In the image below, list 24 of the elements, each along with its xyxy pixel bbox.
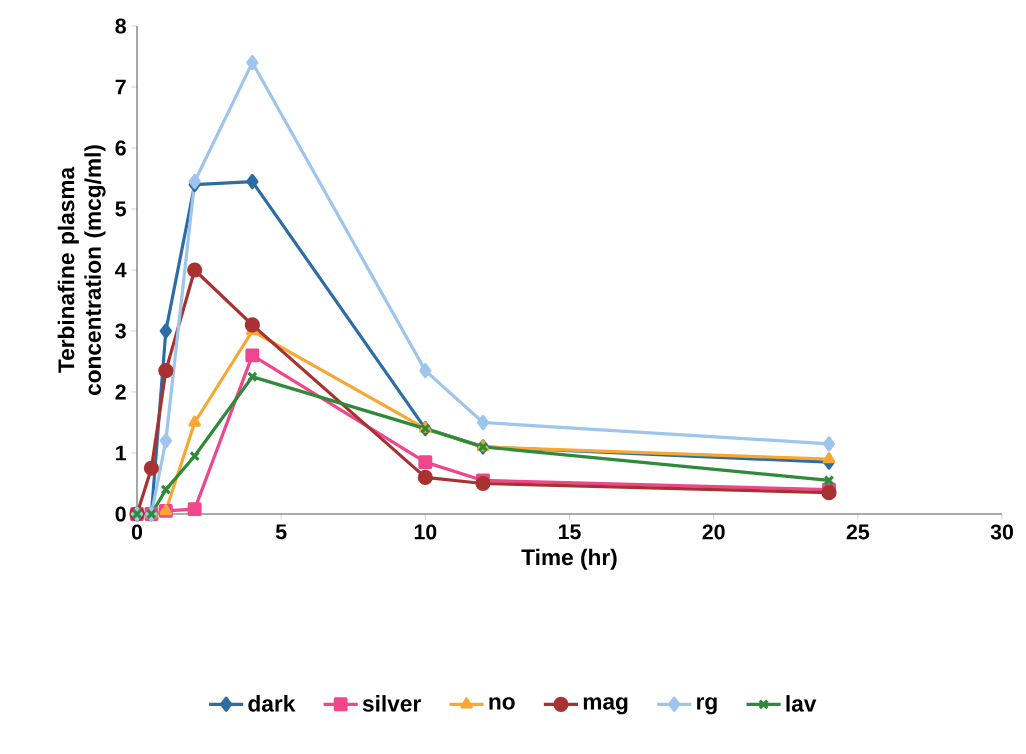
x-tick-label: 25 xyxy=(846,524,870,540)
legend-label: mag xyxy=(583,697,628,715)
y-tick-label: 4 xyxy=(115,262,127,278)
legend-label: rg xyxy=(697,697,717,715)
y-tick-label: 8 xyxy=(115,18,126,34)
x-axis-title: Time (hr) xyxy=(521,548,617,570)
y-tick-label: 7 xyxy=(115,79,126,95)
x-tick-label: 5 xyxy=(275,524,287,540)
x-tick-label: 0 xyxy=(131,524,143,540)
x-tick-label: 10 xyxy=(414,524,437,540)
legend-label: lav xyxy=(786,695,817,712)
y-tick-label: 6 xyxy=(115,140,126,156)
x-tick-label: 15 xyxy=(558,524,581,540)
y-tick-label: 3 xyxy=(115,323,126,339)
legend-label: dark xyxy=(248,695,296,712)
y-tick-label: 5 xyxy=(115,201,127,217)
legend-label: silver xyxy=(362,695,421,712)
y-tick-label: 0 xyxy=(115,506,126,522)
x-tick-label: 30 xyxy=(990,524,1013,540)
y-tick-label: 2 xyxy=(115,384,126,400)
y-axis-title: Terbinafine plasma concentration (mcg/ml) xyxy=(57,145,106,396)
legend-label: no xyxy=(489,697,515,710)
y-tick-label: 1 xyxy=(116,445,127,461)
x-tick-label: 20 xyxy=(702,524,725,540)
